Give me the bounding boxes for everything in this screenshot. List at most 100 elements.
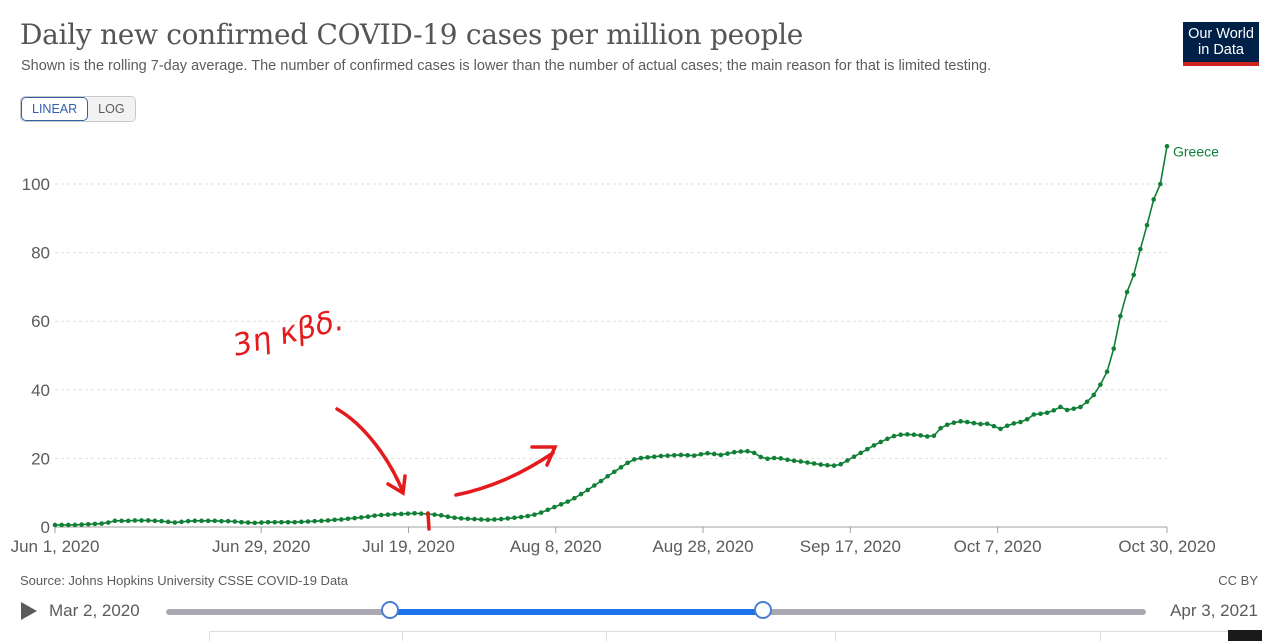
series-label-greece[interactable]: Greece bbox=[1173, 143, 1219, 159]
data-point[interactable] bbox=[225, 518, 231, 524]
data-point[interactable] bbox=[1164, 143, 1170, 149]
data-point[interactable] bbox=[572, 495, 577, 501]
data-point[interactable] bbox=[738, 449, 744, 454]
data-point[interactable] bbox=[119, 518, 124, 524]
data-point[interactable] bbox=[632, 457, 637, 462]
data-point[interactable] bbox=[245, 520, 251, 525]
data-point[interactable] bbox=[172, 520, 178, 525]
data-point[interactable] bbox=[685, 453, 690, 458]
data-point[interactable] bbox=[592, 483, 597, 488]
data-point[interactable] bbox=[472, 516, 477, 522]
data-point[interactable] bbox=[66, 522, 71, 528]
data-point[interactable] bbox=[1058, 404, 1063, 410]
data-point[interactable] bbox=[532, 512, 537, 517]
data-point[interactable] bbox=[998, 426, 1003, 432]
data-point[interactable] bbox=[285, 519, 291, 525]
data-point[interactable] bbox=[691, 453, 697, 458]
data-point[interactable] bbox=[1044, 410, 1050, 416]
log-scale-button[interactable]: LOG bbox=[88, 97, 135, 121]
data-point[interactable] bbox=[412, 510, 417, 516]
data-point[interactable] bbox=[1038, 411, 1043, 417]
data-point[interactable] bbox=[239, 519, 244, 525]
data-point[interactable] bbox=[265, 519, 271, 525]
data-point[interactable] bbox=[232, 519, 238, 524]
data-point[interactable] bbox=[52, 522, 58, 528]
data-point[interactable] bbox=[964, 419, 970, 425]
data-point[interactable] bbox=[771, 455, 777, 461]
timeline-end-handle[interactable] bbox=[754, 601, 772, 619]
data-point[interactable] bbox=[305, 519, 311, 524]
data-point[interactable] bbox=[1091, 392, 1097, 398]
data-point[interactable] bbox=[498, 516, 504, 522]
data-point[interactable] bbox=[312, 518, 317, 524]
data-point[interactable] bbox=[478, 517, 484, 522]
data-point[interactable] bbox=[359, 515, 364, 520]
data-point[interactable] bbox=[85, 521, 91, 527]
data-point[interactable] bbox=[292, 519, 298, 525]
data-point[interactable] bbox=[778, 456, 784, 461]
data-point[interactable] bbox=[1098, 382, 1103, 387]
data-point[interactable] bbox=[612, 469, 617, 475]
data-point[interactable] bbox=[711, 451, 717, 457]
data-point[interactable] bbox=[212, 518, 218, 524]
data-point[interactable] bbox=[392, 512, 397, 517]
data-point[interactable] bbox=[725, 451, 730, 456]
data-point[interactable] bbox=[378, 512, 384, 518]
data-point[interactable] bbox=[798, 459, 804, 464]
data-point[interactable] bbox=[485, 517, 491, 523]
data-point[interactable] bbox=[578, 491, 584, 497]
data-point[interactable] bbox=[931, 433, 937, 439]
data-point[interactable] bbox=[145, 518, 151, 523]
data-point[interactable] bbox=[279, 519, 284, 525]
data-point[interactable] bbox=[159, 518, 164, 524]
data-point[interactable] bbox=[831, 463, 837, 468]
data-point[interactable] bbox=[405, 511, 411, 516]
data-point[interactable] bbox=[1131, 272, 1137, 278]
data-point[interactable] bbox=[1024, 417, 1030, 422]
data-point[interactable] bbox=[465, 516, 471, 522]
data-point[interactable] bbox=[1151, 197, 1156, 202]
timeline-selected-range[interactable] bbox=[390, 609, 763, 615]
data-point[interactable] bbox=[585, 487, 590, 493]
data-point[interactable] bbox=[272, 519, 278, 525]
data-point[interactable] bbox=[525, 513, 531, 519]
data-point[interactable] bbox=[818, 462, 824, 467]
data-point[interactable] bbox=[765, 456, 770, 462]
data-point[interactable] bbox=[911, 432, 917, 438]
data-point[interactable] bbox=[252, 520, 258, 526]
data-point[interactable] bbox=[398, 511, 404, 517]
data-point[interactable] bbox=[332, 517, 337, 523]
data-point[interactable] bbox=[199, 518, 204, 524]
data-point[interactable] bbox=[785, 457, 790, 463]
data-point[interactable] bbox=[851, 454, 857, 459]
data-point[interactable] bbox=[558, 502, 564, 507]
data-point[interactable] bbox=[898, 432, 903, 438]
data-point[interactable] bbox=[825, 462, 830, 468]
data-point[interactable] bbox=[345, 516, 351, 522]
data-point[interactable] bbox=[678, 452, 684, 458]
data-point[interactable] bbox=[112, 518, 118, 524]
data-point[interactable] bbox=[552, 504, 557, 510]
owid-logo[interactable]: Our World in Data bbox=[1183, 22, 1259, 66]
data-point[interactable] bbox=[858, 450, 863, 456]
data-point[interactable] bbox=[545, 507, 551, 513]
data-point[interactable] bbox=[59, 522, 64, 528]
linear-scale-button[interactable]: LINEAR bbox=[21, 97, 89, 121]
data-point[interactable] bbox=[92, 521, 98, 527]
data-point[interactable] bbox=[372, 513, 377, 518]
license-link[interactable]: CC BY bbox=[1218, 573, 1258, 588]
data-point[interactable] bbox=[1011, 421, 1017, 426]
data-point[interactable] bbox=[1078, 404, 1083, 410]
data-point[interactable] bbox=[865, 446, 870, 452]
data-point[interactable] bbox=[99, 521, 104, 526]
data-point[interactable] bbox=[905, 432, 910, 437]
data-point[interactable] bbox=[891, 433, 897, 439]
data-point[interactable] bbox=[418, 511, 424, 516]
data-point[interactable] bbox=[125, 518, 131, 524]
data-point[interactable] bbox=[299, 519, 304, 525]
data-point[interactable] bbox=[718, 452, 724, 458]
data-point[interactable] bbox=[845, 458, 850, 463]
data-point[interactable] bbox=[1144, 222, 1150, 228]
data-point[interactable] bbox=[1104, 369, 1110, 374]
data-point[interactable] bbox=[319, 518, 324, 524]
